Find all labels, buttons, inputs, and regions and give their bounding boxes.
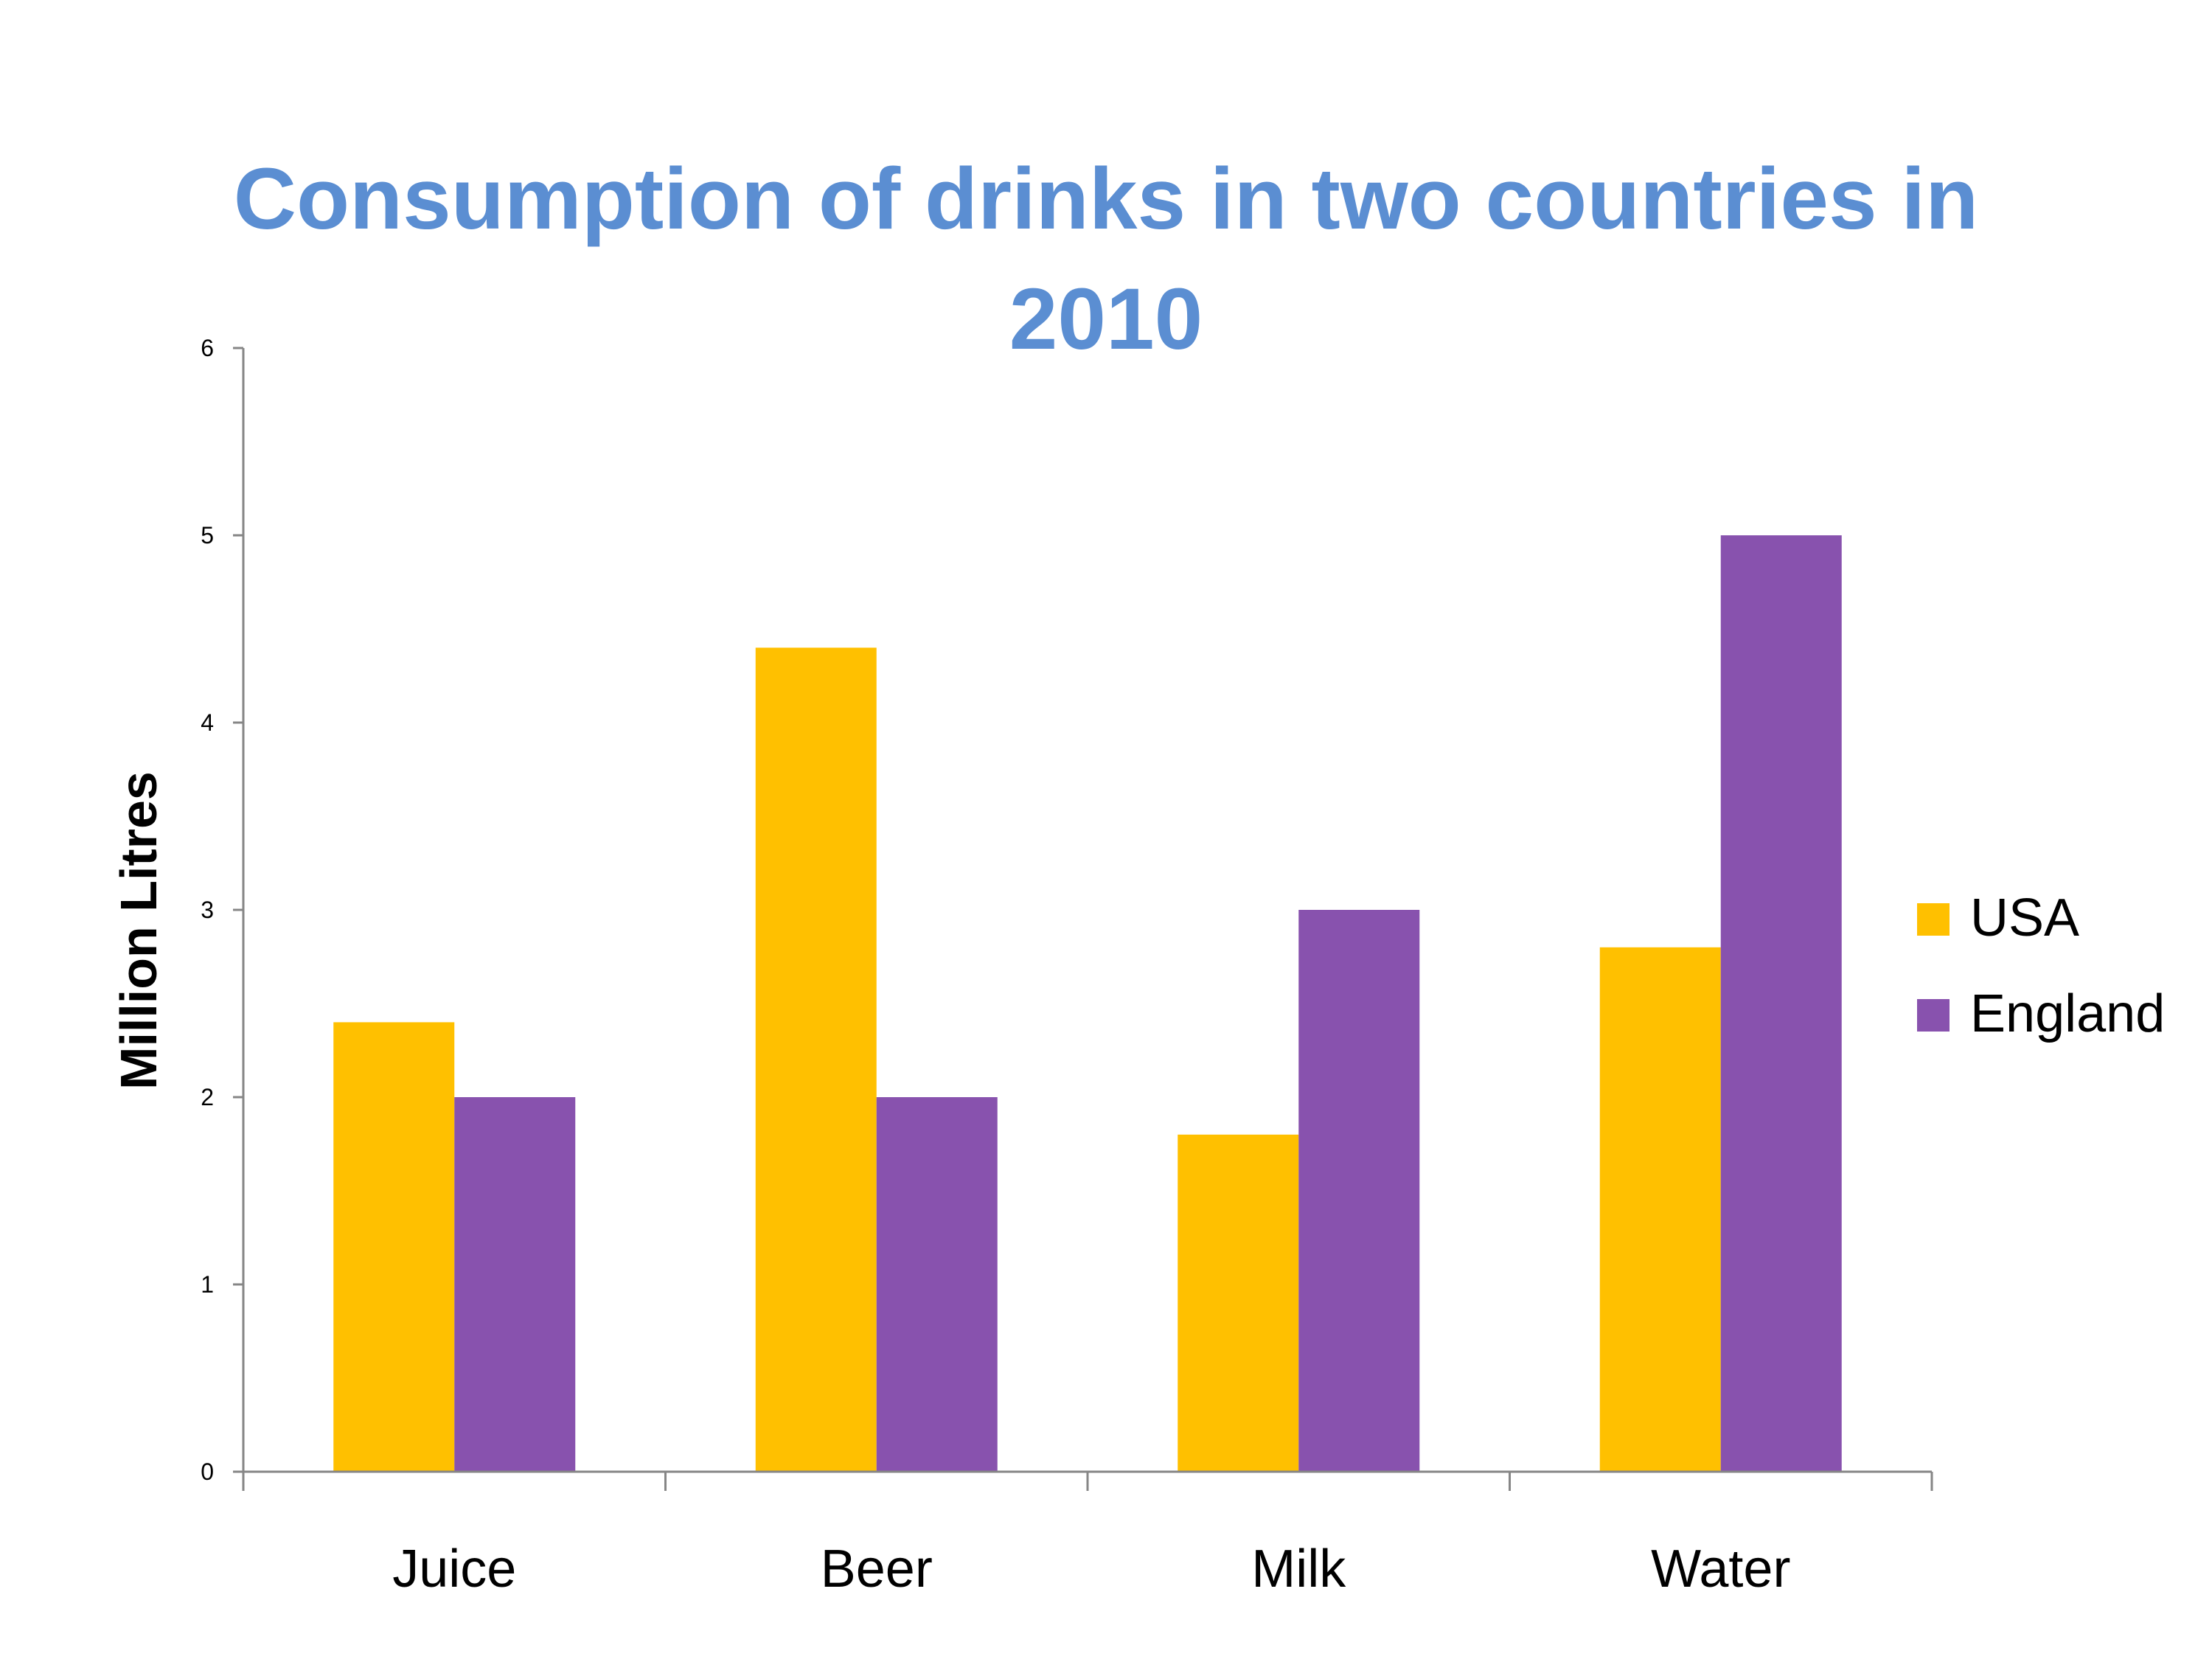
chart-title-line-2: 2010: [1009, 271, 1203, 368]
x-tick-label-water: Water: [1651, 1540, 1790, 1599]
y-tick-label: 6: [201, 335, 214, 361]
chart-title: Consumption of drinks in two countries i…: [234, 150, 1979, 368]
legend-swatch-usa: [1917, 903, 1950, 936]
x-labels-group: Juice Beer Milk Water: [392, 1540, 1790, 1599]
legend: USA England: [1917, 888, 2165, 1043]
y-tick-label: 2: [201, 1084, 214, 1110]
y-ticks-group: 0 1 2 3 4 5 6: [201, 335, 243, 1485]
bar-england-juice: [454, 1097, 576, 1472]
x-tick-label-beer: Beer: [821, 1540, 933, 1599]
bars-group: [333, 535, 1842, 1472]
legend-label-usa: USA: [1970, 888, 2079, 947]
y-axis-label: Million Litres: [110, 771, 167, 1090]
x-tick-label-milk: Milk: [1251, 1540, 1346, 1599]
chart-title-line-1: Consumption of drinks in two countries i…: [234, 150, 1979, 248]
bar-usa-juice: [333, 1022, 455, 1472]
y-tick-label: 1: [201, 1271, 214, 1298]
bar-usa-beer: [755, 647, 877, 1472]
y-tick-label: 3: [201, 897, 214, 923]
bar-usa-milk: [1178, 1134, 1299, 1472]
bar-england-beer: [876, 1097, 998, 1472]
x-tick-label-juice: Juice: [392, 1540, 516, 1599]
y-tick-label: 4: [201, 709, 214, 736]
legend-swatch-england: [1917, 999, 1950, 1032]
bar-england-water: [1720, 535, 1842, 1472]
y-tick-label: 5: [201, 522, 214, 549]
bar-england-milk: [1298, 910, 1420, 1472]
y-tick-label: 0: [201, 1458, 214, 1485]
bar-usa-water: [1599, 947, 1721, 1472]
legend-label-england: England: [1970, 984, 2165, 1043]
